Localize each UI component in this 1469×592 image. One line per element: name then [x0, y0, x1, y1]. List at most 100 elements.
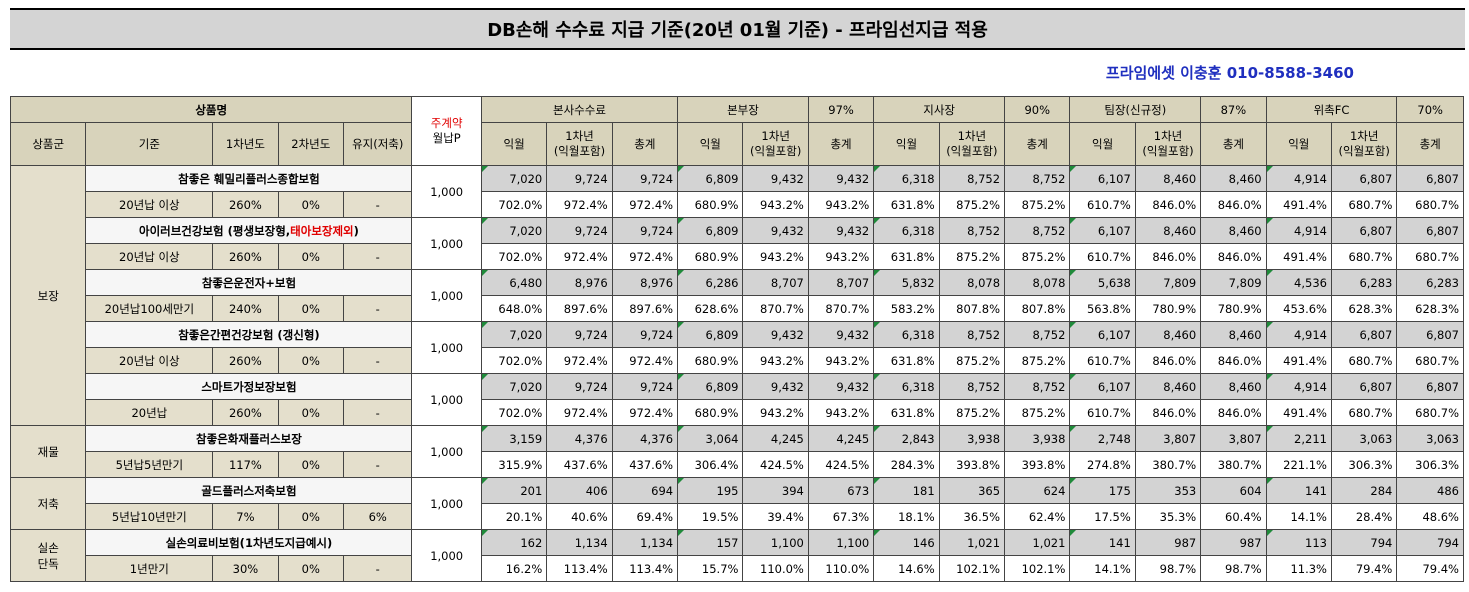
- commission-rate: 875.2%: [1004, 347, 1071, 374]
- commission-amount: 624: [1004, 477, 1071, 504]
- commission-rate: 972.4%: [611, 191, 679, 218]
- commission-amount: 8,752: [938, 165, 1006, 192]
- product-rate-row: 5년납10년만기 7% 0% 6% 20.1% 40.6% 69.4% 19.5% 39.4% 6…: [11, 503, 1464, 530]
- product-amount-row: 재물 참좋은화재플러스보장 1,000 3,159 4,376 4,376 3,064 4,2…: [9, 425, 1464, 478]
- product-name: 참좋은화재플러스보장: [85, 425, 413, 452]
- commission-rate: 306.3%: [1396, 451, 1464, 478]
- commission-rate: 875.2%: [938, 347, 1006, 374]
- commission-rate: 680.9%: [677, 243, 744, 270]
- commission-amount: 4,376: [611, 425, 679, 452]
- commission-amount: 673: [807, 477, 875, 504]
- commission-amount: 141: [1265, 477, 1332, 504]
- commission-rate: 972.4%: [611, 243, 679, 270]
- commission-amount: 1,021: [938, 529, 1006, 556]
- commission-amount: 9,724: [611, 165, 679, 192]
- commission-rate: 846.0%: [1200, 347, 1267, 374]
- commission-amount: 9,724: [546, 217, 613, 244]
- col-next-month-header: 익월: [1069, 122, 1136, 166]
- commission-rate: 306.4%: [677, 451, 744, 478]
- commission-rate: 680.7%: [1330, 191, 1398, 218]
- commission-amount: 406: [546, 477, 613, 504]
- contact-info: 프라임에셋 이충훈 010-8588-3460: [1105, 64, 1354, 82]
- commission-amount: 8,460: [1134, 165, 1202, 192]
- commission-rate: 20.1%: [480, 503, 548, 530]
- commission-amount: 8,460: [1134, 321, 1202, 348]
- commission-amount: 6,809: [677, 165, 744, 192]
- commission-amount: 6,480: [480, 269, 548, 296]
- commission-amount: 8,460: [1200, 373, 1267, 400]
- commission-amount: 3,063: [1330, 425, 1398, 452]
- product-amount-row: 참좋은간편건강보험 (갱신형) 1,000 7,020 9,724 9,724 6,809…: [11, 321, 1464, 374]
- commission-rate: 393.8%: [1004, 451, 1071, 478]
- commission-rate: 846.0%: [1134, 243, 1202, 270]
- commission-rate: 648.0%: [480, 295, 548, 322]
- commission-amount: 8,078: [938, 269, 1006, 296]
- col-next-month-header: 익월: [873, 122, 940, 166]
- maintain-header: 유지(저축): [342, 122, 413, 166]
- col-first-year-header: 1차년 (익월포함): [742, 122, 809, 166]
- commission-rate: 67.3%: [807, 503, 875, 530]
- monthly-premium: 1,000: [411, 529, 482, 582]
- commission-amount: 7,020: [480, 321, 548, 348]
- year1-rate: 260%: [212, 191, 279, 218]
- level-hq-header: 본사수수료: [480, 96, 679, 123]
- commission-amount: 6,807: [1396, 321, 1464, 348]
- commission-amount: 6,807: [1330, 373, 1398, 400]
- commission-rate: 680.7%: [1396, 399, 1464, 426]
- commission-amount: 4,914: [1265, 321, 1332, 348]
- commission-rate: 628.3%: [1330, 295, 1398, 322]
- product-name: 아이러브건강보험 (평생보장형,태아보장제외): [85, 217, 413, 244]
- product-group-cell: 실손 단독: [9, 529, 87, 582]
- product-rate-row: 5년납5년만기 117% 0% -315.9% 437.6% 437.6% 306.4% 42…: [11, 451, 1464, 478]
- year1-rate: 240%: [212, 295, 279, 322]
- commission-amount: 5,638: [1069, 269, 1136, 296]
- commission-amount: 9,432: [807, 321, 875, 348]
- commission-rate: 870.7%: [742, 295, 809, 322]
- commission-amount: 8,460: [1200, 165, 1267, 192]
- commission-amount: 8,752: [938, 217, 1006, 244]
- commission-amount: 9,724: [611, 217, 679, 244]
- main-contract-label: 주계약: [430, 116, 463, 130]
- commission-amount: 1,134: [546, 529, 613, 556]
- commission-rate: 48.6%: [1396, 503, 1464, 530]
- product-group-cell: 재물: [9, 425, 87, 478]
- product-name: 스마트가정보장보험: [85, 373, 413, 400]
- commission-rate: 110.0%: [807, 555, 875, 582]
- commission-rate: 113.4%: [611, 555, 679, 582]
- monthly-premium: 1,000: [411, 425, 482, 478]
- commission-rate: 28.4%: [1330, 503, 1398, 530]
- commission-amount: 3,807: [1134, 425, 1202, 452]
- commission-rate: 680.7%: [1396, 347, 1464, 374]
- commission-amount: 175: [1069, 477, 1136, 504]
- maintain-rate: -: [342, 399, 413, 426]
- commission-rate: 680.9%: [677, 347, 744, 374]
- col-total-header: 총계: [1200, 122, 1267, 166]
- commission-amount: 7,020: [480, 165, 548, 192]
- commission-rate: 972.4%: [546, 347, 613, 374]
- product-rate-row: 20년납 이상 260% 0% -702.0% 972.4% 972.4% 680.9% 94…: [11, 191, 1464, 218]
- commission-rate: 69.4%: [611, 503, 679, 530]
- commission-rate: 437.6%: [546, 451, 613, 478]
- commission-amount: 987: [1200, 529, 1267, 556]
- year1-rate: 260%: [212, 243, 279, 270]
- commission-rate: 870.7%: [807, 295, 875, 322]
- commission-rate: 897.6%: [546, 295, 613, 322]
- commission-amount: 8,078: [1004, 269, 1071, 296]
- commission-rate: 631.8%: [873, 243, 940, 270]
- commission-amount: 9,724: [546, 373, 613, 400]
- product-amount-row: 스마트가정보장보험 1,000 7,020 9,724 9,724 6,809 9,432 9…: [11, 373, 1464, 426]
- commission-rate: 680.7%: [1330, 399, 1398, 426]
- year2-rate: 0%: [277, 555, 345, 582]
- commission-amount: 8,752: [938, 373, 1006, 400]
- year1-rate: 260%: [212, 399, 279, 426]
- criteria-cell: 5년납5년만기: [85, 451, 214, 478]
- level-division-header: 본부장: [677, 96, 809, 123]
- col-next-month-header: 익월: [677, 122, 744, 166]
- commission-amount: 4,376: [546, 425, 613, 452]
- year1-rate: 260%: [212, 347, 279, 374]
- commission-rate: 274.8%: [1069, 451, 1136, 478]
- commission-amount: 2,748: [1069, 425, 1136, 452]
- level-fc-pct: 70%: [1396, 96, 1464, 123]
- commission-rate: 680.7%: [1330, 243, 1398, 270]
- commission-rate: 846.0%: [1200, 243, 1267, 270]
